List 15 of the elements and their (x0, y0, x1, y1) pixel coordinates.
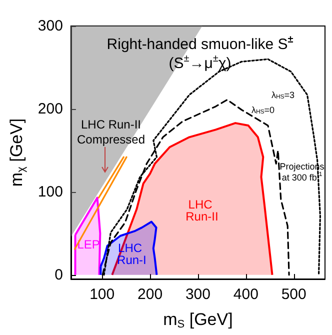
text: LHC Run-II (80, 118, 142, 132)
y-tick-label: 0 (54, 266, 63, 284)
x-tick-label: 300 (185, 286, 210, 303)
x-tick-label: 200 (138, 286, 163, 303)
y-tick-label: 200 (38, 100, 63, 118)
text: (S±→μ±χ) (168, 54, 232, 72)
y-axis-title: mχ [GeV] (7, 118, 28, 187)
y-tick-label: 300 (38, 18, 63, 34)
text: Compressed (76, 132, 146, 146)
x-tick-label: 400 (233, 286, 258, 303)
x-tick-label: 500 (281, 286, 306, 303)
text: LHC Run-II (186, 197, 218, 224)
y-tick-label: 100 (38, 183, 63, 200)
x-tick-label: 100 (90, 286, 115, 303)
text: Right-handed smuon-like S± (106, 34, 294, 53)
